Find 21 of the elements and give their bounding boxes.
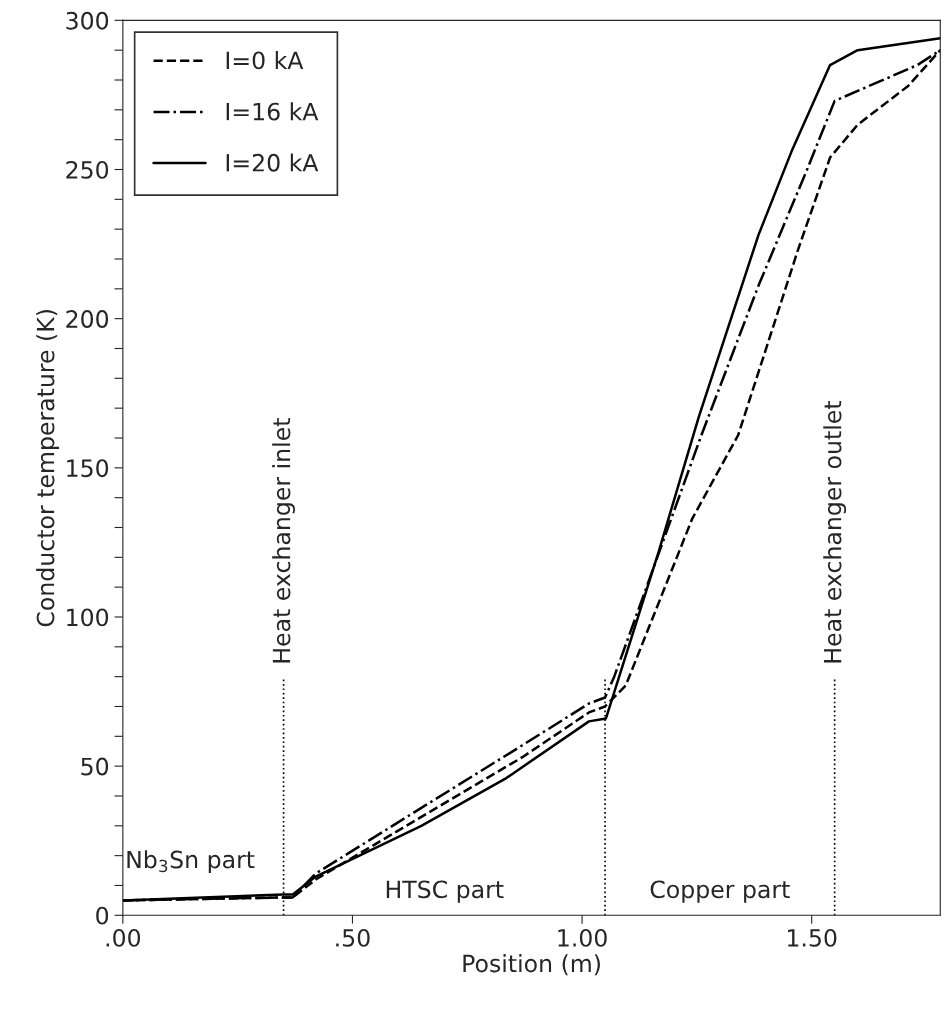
x-tick-label: 1.50 (788, 928, 837, 947)
y-tick-label: 300 (66, 11, 109, 30)
legend-label: I=0 kA (226, 51, 304, 70)
x-tick-label: .50 (336, 928, 370, 947)
y-tick-label: 0 (96, 906, 109, 925)
ref-line-label: Heat exchanger outlet (823, 400, 847, 663)
annotation: HTSC part (386, 880, 504, 903)
y-tick-label: 50 (81, 757, 109, 776)
legend-label: I=16 kA (226, 102, 319, 121)
x-tick-label: .00 (106, 928, 141, 947)
x-tick-label: 1.00 (558, 928, 607, 947)
x-axis-title: Position (m) (463, 954, 600, 976)
annotation: Nb$_{3}$Sn part (127, 850, 255, 873)
y-axis-title: Conductor temperature (K) (36, 310, 60, 627)
y-tick-label: 200 (66, 310, 109, 328)
legend-label: I=20 kA (226, 153, 319, 172)
ref-line-label: Heat exchanger inlet (272, 418, 296, 663)
y-tick-label: 250 (66, 160, 109, 179)
y-tick-label: 100 (67, 608, 109, 627)
annotation: Copper part (650, 880, 790, 903)
y-tick-label: 150 (67, 459, 109, 478)
